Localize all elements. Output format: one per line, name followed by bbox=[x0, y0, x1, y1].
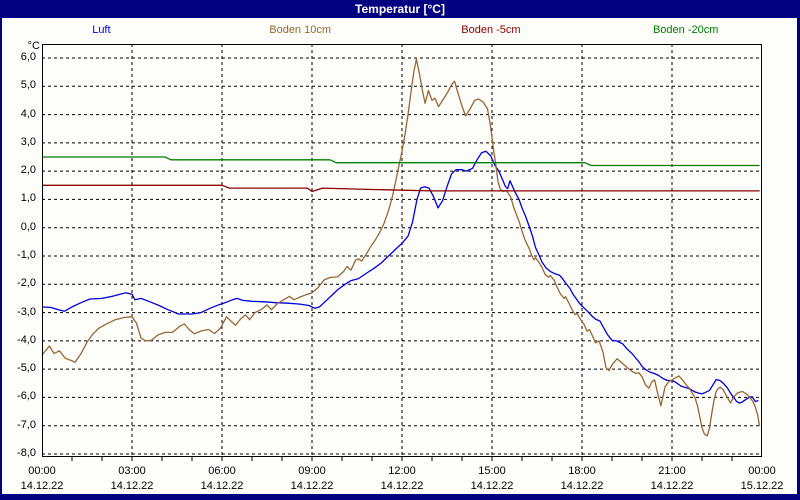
y-axis-tick-label: -7,0 bbox=[17, 418, 36, 431]
y-axis-tick-label: -3,0 bbox=[17, 305, 36, 318]
legend-item-boden-5cm: Boden -5cm bbox=[461, 24, 521, 36]
x-axis-date-label: 14.12.22 bbox=[470, 480, 514, 492]
x-axis-time-label: 09:00 bbox=[298, 465, 326, 477]
chart-panel: Luft Boden 10cm Boden -5cm Boden -20cm °… bbox=[2, 18, 797, 494]
y-axis-tick-label: 0,0 bbox=[20, 220, 36, 233]
x-axis-time-label: 15:00 bbox=[478, 465, 506, 477]
x-axis-time-label: 18:00 bbox=[568, 465, 596, 477]
series-boden-20cm bbox=[42, 156, 760, 167]
x-axis-date-label: 14.12.22 bbox=[650, 480, 694, 492]
y-axis-unit-label: °C bbox=[27, 40, 40, 52]
legend-item-boden-20cm: Boden -20cm bbox=[652, 24, 719, 36]
y-axis-tick-label: -5,0 bbox=[17, 362, 36, 375]
x-axis-time-label: 21:00 bbox=[658, 465, 686, 477]
y-axis-tick-label: 4,0 bbox=[20, 107, 36, 120]
x-axis-date-label: 14.12.22 bbox=[380, 480, 424, 492]
y-axis-tick-label: -4,0 bbox=[17, 333, 36, 346]
series-boden-10cm bbox=[41, 58, 761, 437]
legend-item-luft: Luft bbox=[92, 24, 111, 36]
plot-area bbox=[41, 44, 762, 461]
x-axis-date-label: 14.12.22 bbox=[560, 480, 604, 492]
x-axis-date-label: 14.12.22 bbox=[20, 480, 64, 492]
y-axis-tick-label: 3,0 bbox=[20, 135, 36, 148]
y-axis-tick-label: 1,0 bbox=[20, 192, 36, 205]
window-title: Temperatur [°C] bbox=[355, 2, 445, 16]
x-axis-date-label: 14.12.22 bbox=[200, 480, 244, 492]
x-axis-time-label: 06:00 bbox=[208, 465, 236, 477]
legend-item-boden-10cm: Boden 10cm bbox=[269, 24, 332, 36]
y-axis-tick-label: 6,0 bbox=[20, 51, 36, 63]
plot-border bbox=[42, 44, 762, 457]
x-axis-date-label: 14.12.22 bbox=[110, 480, 154, 492]
x-axis-time-label: 00:00 bbox=[748, 465, 776, 477]
series-luft bbox=[41, 150, 759, 404]
y-axis-tick-label: 2,0 bbox=[20, 164, 36, 177]
x-axis-date-label: 14.12.22 bbox=[290, 480, 334, 492]
y-axis-tick-label: -2,0 bbox=[17, 277, 36, 290]
window-titlebar[interactable]: Temperatur [°C] bbox=[0, 0, 800, 18]
y-axis-tick-label: -1,0 bbox=[17, 248, 36, 261]
y-axis-tick-label: -8,0 bbox=[17, 446, 36, 459]
x-axis-time-label: 12:00 bbox=[388, 465, 416, 477]
y-axis-tick-label: 5,0 bbox=[20, 79, 36, 92]
y-axis-tick-label: -6,0 bbox=[17, 390, 36, 403]
x-axis-time-label: 03:00 bbox=[118, 465, 146, 477]
series-boden-5cm bbox=[42, 184, 760, 193]
x-axis-time-label: 00:00 bbox=[28, 465, 56, 477]
x-axis-date-label: 15.12.22 bbox=[740, 480, 784, 492]
